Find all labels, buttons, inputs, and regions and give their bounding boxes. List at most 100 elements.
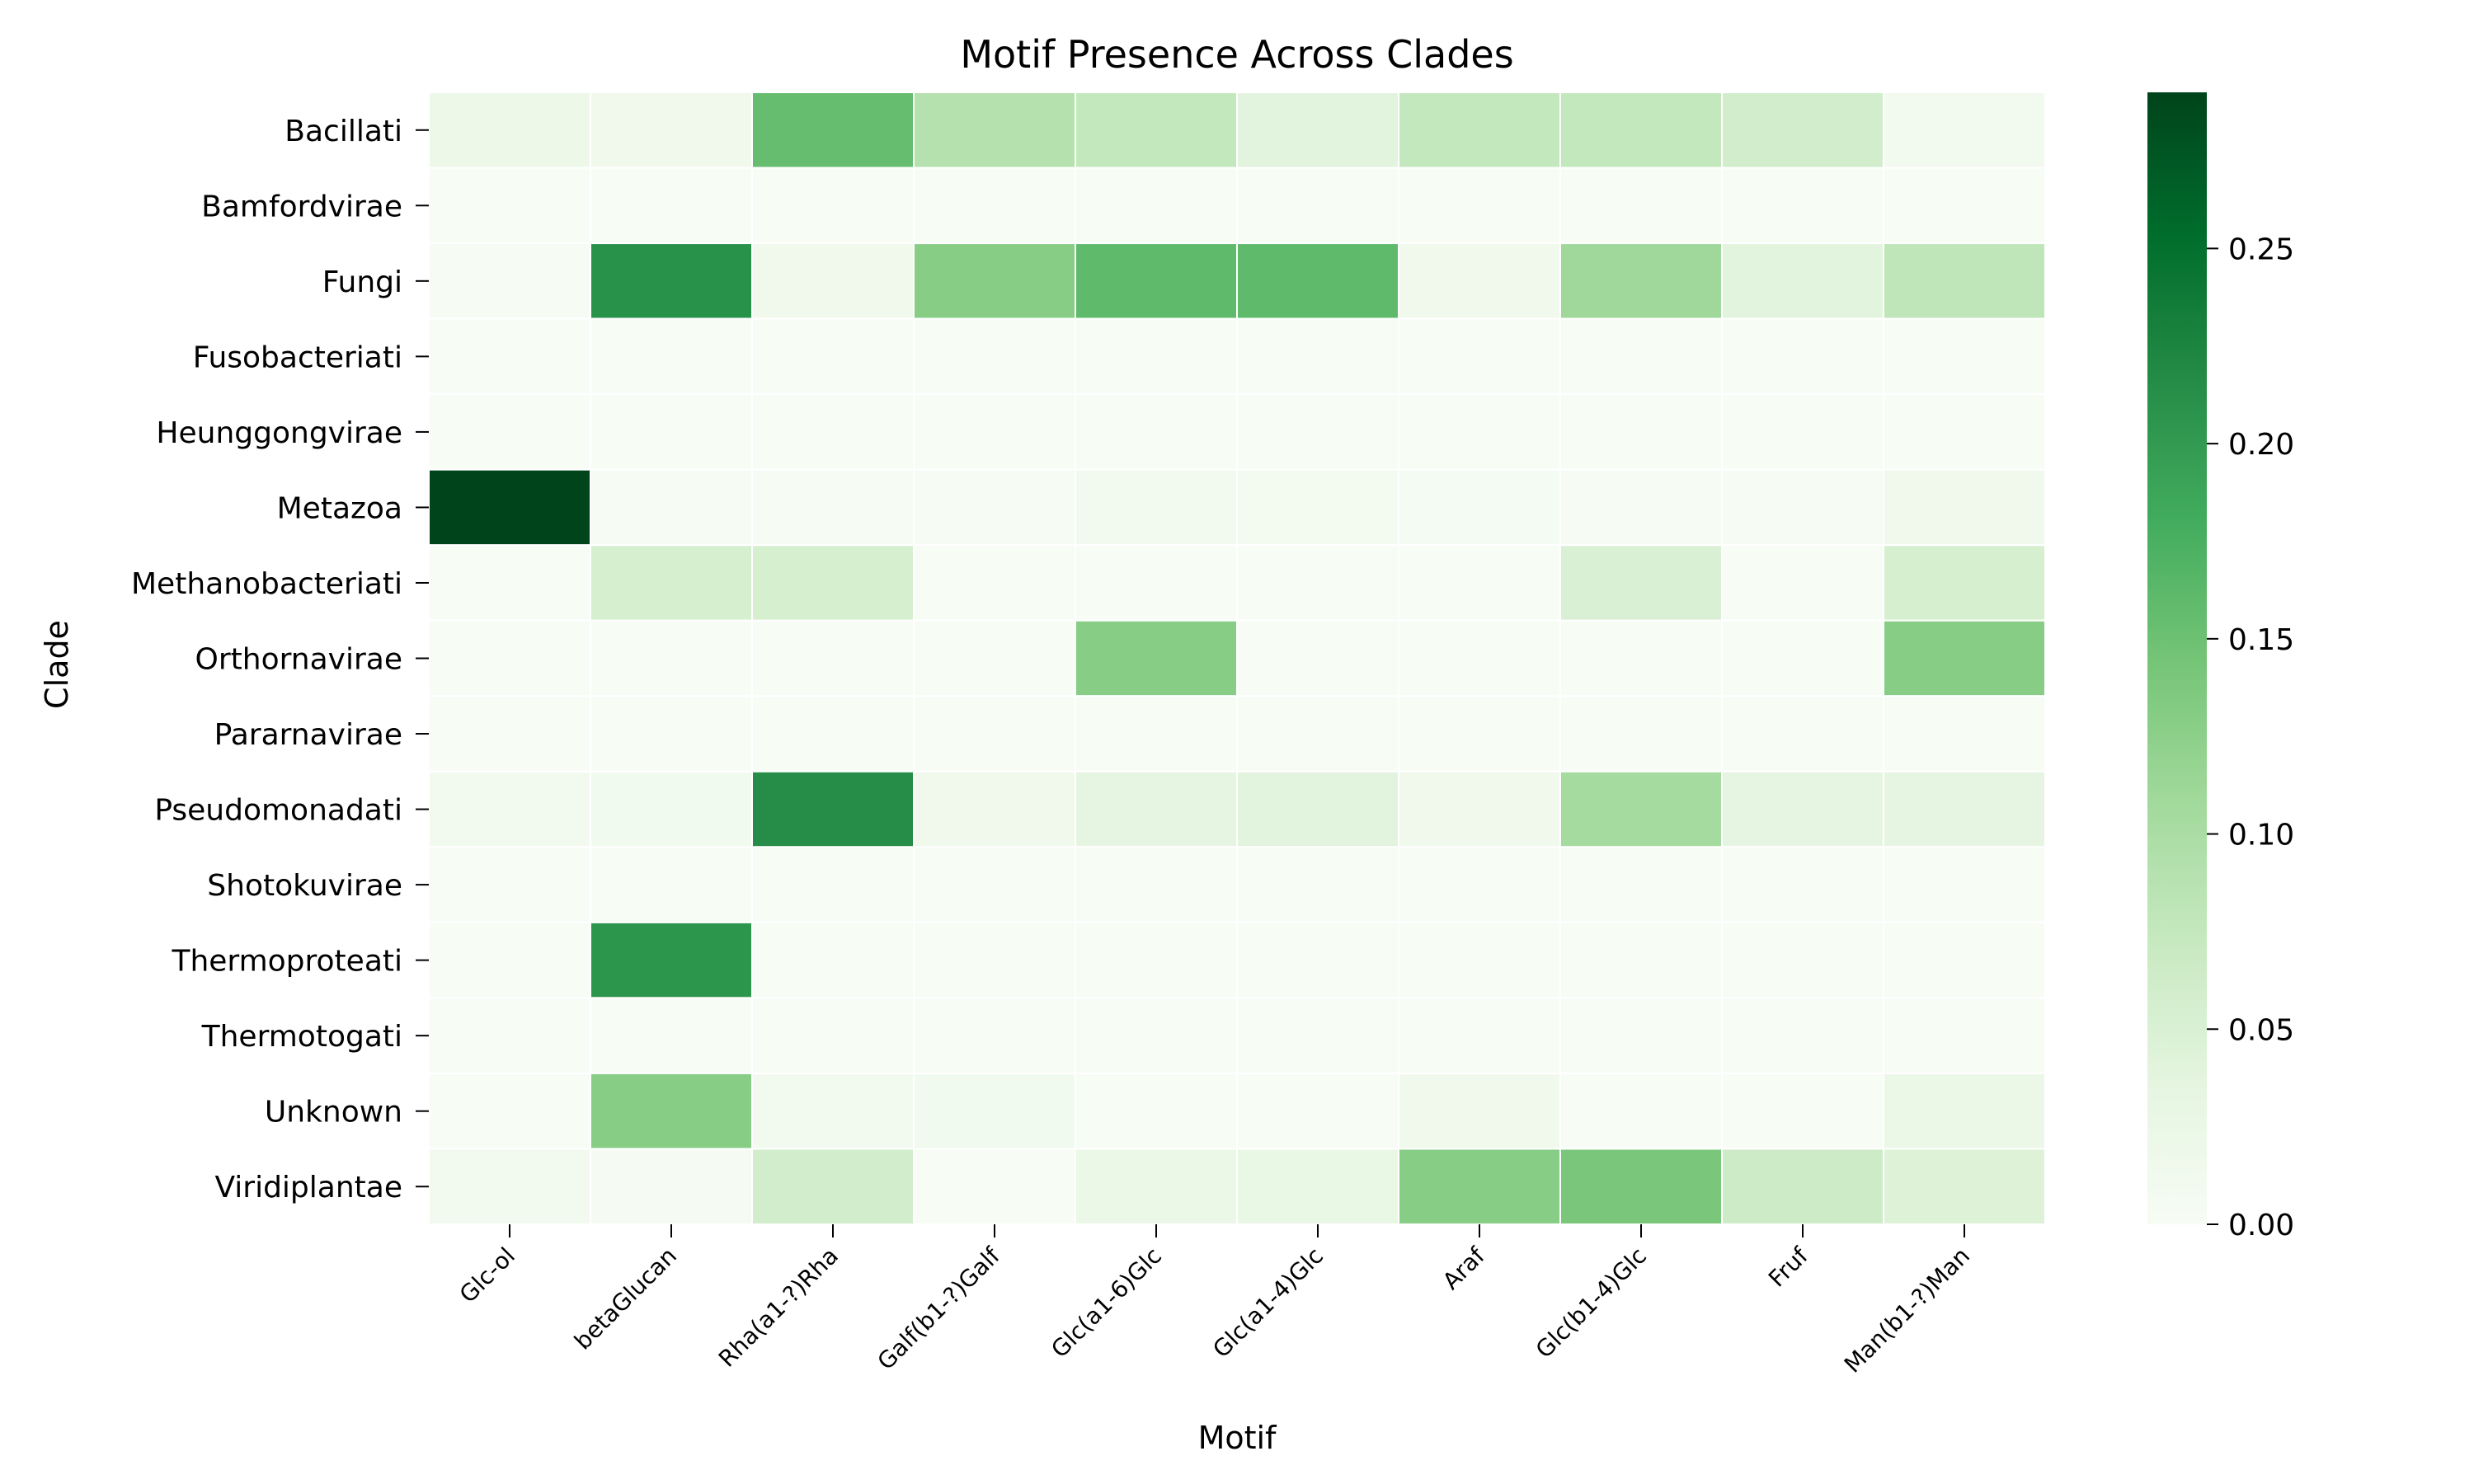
- heatmap-cell: [428, 1072, 591, 1150]
- heatmap-cell: [428, 846, 591, 923]
- heatmap-cell: [428, 770, 591, 848]
- heatmap-cell: [590, 921, 753, 999]
- y-tick-label: Thermoproteati: [171, 945, 402, 979]
- heatmap-cell: [1721, 317, 1884, 396]
- heatmap-cell: [1398, 393, 1561, 471]
- heatmap-cell: [1559, 846, 1723, 923]
- colorbar-tick-label: 0.15: [2228, 623, 2294, 657]
- heatmap-cell: [913, 468, 1076, 547]
- heatmap-cell: [1721, 1148, 1884, 1226]
- x-tick-label: Glc-ol: [454, 1242, 520, 1308]
- heatmap-cell: [590, 92, 753, 169]
- heatmap-cell: [428, 92, 591, 169]
- y-tick-label: Methanobacteriati: [131, 567, 402, 601]
- heatmap-cell: [428, 317, 591, 396]
- heatmap-cell: [913, 167, 1076, 245]
- heatmap-cell: [913, 393, 1076, 471]
- heatmap-cell: [1236, 997, 1399, 1074]
- heatmap-cell: [1075, 1148, 1238, 1226]
- heatmap-cell: [751, 393, 915, 471]
- heatmap-cell: [1075, 770, 1238, 848]
- heatmap-cell: [1883, 544, 2046, 622]
- heatmap-cell: [1398, 695, 1561, 773]
- heatmap-cell: [590, 544, 753, 622]
- heatmap-cell: [1075, 544, 1238, 622]
- colorbar: [2147, 92, 2207, 1224]
- heatmap-cell: [428, 544, 591, 622]
- heatmap-cell: [428, 1148, 591, 1226]
- heatmap-cell: [590, 1148, 753, 1226]
- heatmap-cell: [1236, 1072, 1399, 1150]
- heatmap-cell: [428, 242, 591, 320]
- x-axis-label: Motif: [1198, 1420, 1277, 1456]
- heatmap-cell: [1721, 619, 1884, 697]
- heatmap-cell: [1721, 1072, 1884, 1150]
- heatmap-cell: [1398, 619, 1561, 697]
- heatmap-cell: [751, 1148, 915, 1226]
- heatmap-cell: [1075, 468, 1238, 547]
- heatmap-cell: [1398, 921, 1561, 999]
- heatmap-cell: [590, 770, 753, 848]
- heatmap-cell: [1721, 242, 1884, 320]
- heatmap-cell: [1236, 1148, 1399, 1226]
- heatmap-cell: [1075, 393, 1238, 471]
- heatmap-cell: [1559, 317, 1723, 396]
- heatmap-cell: [751, 846, 915, 923]
- heatmap-cell: [1721, 921, 1884, 999]
- heatmap-cell: [1075, 695, 1238, 773]
- heatmap-cell: [1075, 242, 1238, 320]
- heatmap-cell: [913, 846, 1076, 923]
- y-tick-label: Heunggongvirae: [156, 416, 402, 450]
- heatmap-cell: [590, 393, 753, 471]
- colorbar-tick-label: 0.25: [2228, 232, 2294, 266]
- y-tick-label: Bamfordvirae: [201, 190, 402, 223]
- heatmap-cell: [913, 544, 1076, 622]
- heatmap-cell: [1883, 393, 2046, 471]
- heatmap-cell: [913, 770, 1076, 848]
- heatmap-cell: [1883, 167, 2046, 245]
- heatmap-cell: [1398, 242, 1561, 320]
- heatmap-cell: [913, 997, 1076, 1074]
- y-tick-label: Shotokuvirae: [207, 869, 402, 903]
- heatmap-cell: [1075, 619, 1238, 697]
- heatmap-cell: [428, 619, 591, 697]
- y-tick-label: Unknown: [265, 1096, 402, 1129]
- heatmap-cell: [913, 1148, 1076, 1226]
- heatmap-cell: [1559, 997, 1723, 1074]
- heatmap-cell: [1075, 1072, 1238, 1150]
- heatmap-cell: [1398, 770, 1561, 848]
- heatmap-cell: [428, 921, 591, 999]
- heatmap-cell: [751, 997, 915, 1074]
- heatmap-cell: [1075, 92, 1238, 169]
- heatmap-cell: [1559, 468, 1723, 547]
- heatmap-cell: [1721, 167, 1884, 245]
- heatmap-cell: [1236, 770, 1399, 848]
- colorbar-ticks: 0.00 0.05 0.10 0.15 0.20 0.25: [2207, 232, 2294, 1242]
- heatmap-cell: [913, 619, 1076, 697]
- heatmap-cell: [751, 921, 915, 999]
- heatmap-cell: [1236, 846, 1399, 923]
- x-tick-label: Galf(b1-?)Galf: [872, 1242, 1005, 1375]
- heatmap-cell: [1559, 92, 1723, 169]
- heatmap-cell: [1721, 468, 1884, 547]
- y-tick-label: Metazoa: [277, 491, 402, 525]
- heatmap-cell: [751, 695, 915, 773]
- heatmap-cell: [1075, 167, 1238, 245]
- heatmap-cell: [913, 242, 1076, 320]
- chart-title: Motif Presence Across Clades: [960, 32, 1513, 77]
- heatmap-cell: [1398, 92, 1561, 169]
- heatmap-cell: [1398, 317, 1561, 396]
- heatmap-cell: [751, 468, 915, 547]
- heatmap-cell: [1398, 468, 1561, 547]
- heatmap-cell: [1075, 846, 1238, 923]
- y-tick-label: Orthornavirae: [195, 643, 402, 677]
- x-tick-label: Araf: [1437, 1242, 1491, 1295]
- heatmap-cell: [1559, 619, 1723, 697]
- heatmap-cell: [751, 317, 915, 396]
- heatmap-cell: [1236, 242, 1399, 320]
- colorbar-tick-label: 0.20: [2228, 428, 2294, 462]
- heatmap-cell: [1883, 619, 2046, 697]
- heatmap-cell: [590, 317, 753, 396]
- heatmap-cell: [1559, 1072, 1723, 1150]
- heatmap-cell: [913, 92, 1076, 169]
